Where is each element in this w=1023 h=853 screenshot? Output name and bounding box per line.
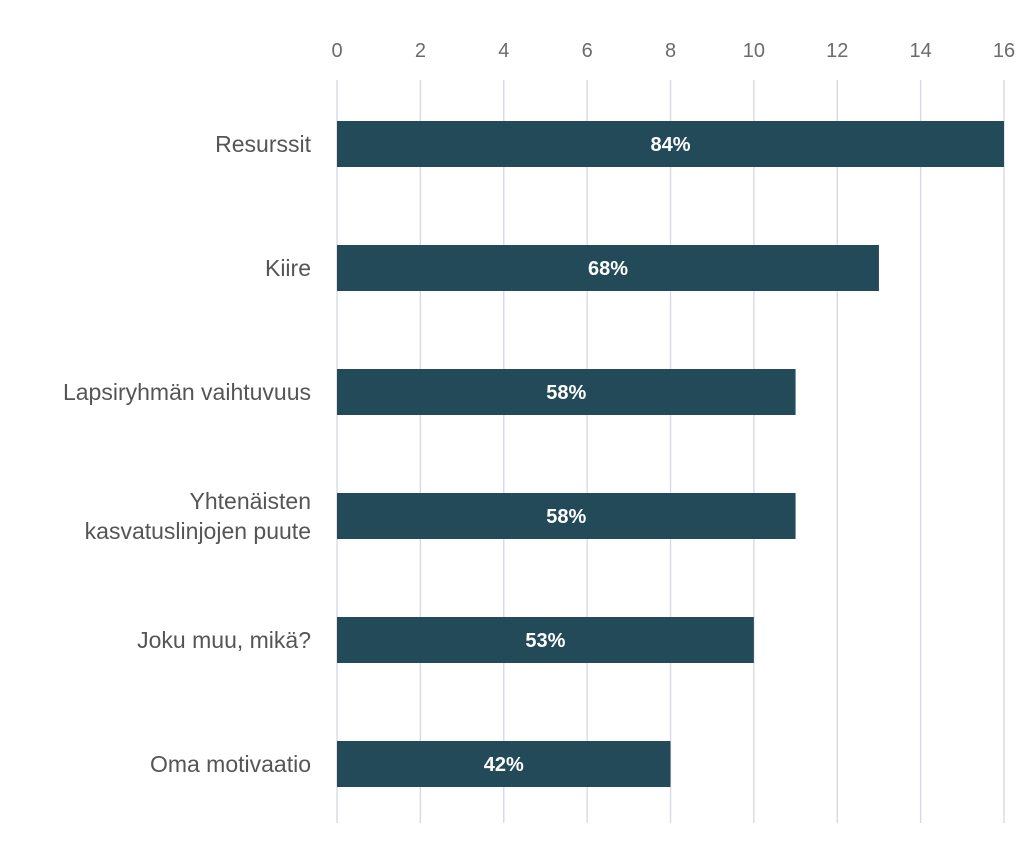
category-label: Resurssit: [215, 131, 311, 157]
bar-data-label: 68%: [588, 258, 628, 280]
x-tick-label: 8: [665, 40, 676, 62]
x-tick-label: 14: [910, 40, 932, 62]
bar: [337, 493, 796, 539]
bar: [337, 369, 796, 415]
bar: [337, 741, 671, 787]
bar: [337, 617, 754, 663]
category-label: Joku muu, mikä?: [137, 627, 311, 653]
bar: [337, 245, 879, 291]
data-labels: 84% 68% 58% 58% 53% 42%: [484, 134, 691, 776]
x-tick-label: 2: [415, 40, 426, 62]
gridlines: [336, 80, 1005, 823]
x-tick-label: 12: [826, 40, 848, 62]
bar-data-label: 58%: [546, 506, 586, 528]
bar-data-label: 84%: [650, 134, 690, 156]
bars: [337, 121, 1004, 787]
x-tick-label: 10: [743, 40, 765, 62]
category-labels: Resurssit Kiire Lapsiryhmän vaihtuvuus Yhte…: [63, 131, 312, 777]
x-tick-label: 0: [331, 40, 342, 62]
x-axis-ticks: 0 2 4 6 8 10 12 14 16: [331, 40, 1015, 62]
bar: [337, 121, 1004, 167]
category-label: Lapsiryhmän vaihtuvuus: [63, 379, 311, 405]
x-tick-label: 4: [498, 40, 509, 62]
x-tick-label: 16: [993, 40, 1015, 62]
bar-data-label: 58%: [546, 382, 586, 404]
category-label: Oma motivaatio: [150, 751, 311, 777]
category-label: Kiire: [265, 255, 311, 281]
bar-data-label: 42%: [484, 754, 524, 776]
category-label: Yhtenäisten kasvatuslinjojen puute: [85, 488, 311, 544]
bar-data-label: 53%: [525, 630, 565, 652]
x-tick-label: 6: [582, 40, 593, 62]
